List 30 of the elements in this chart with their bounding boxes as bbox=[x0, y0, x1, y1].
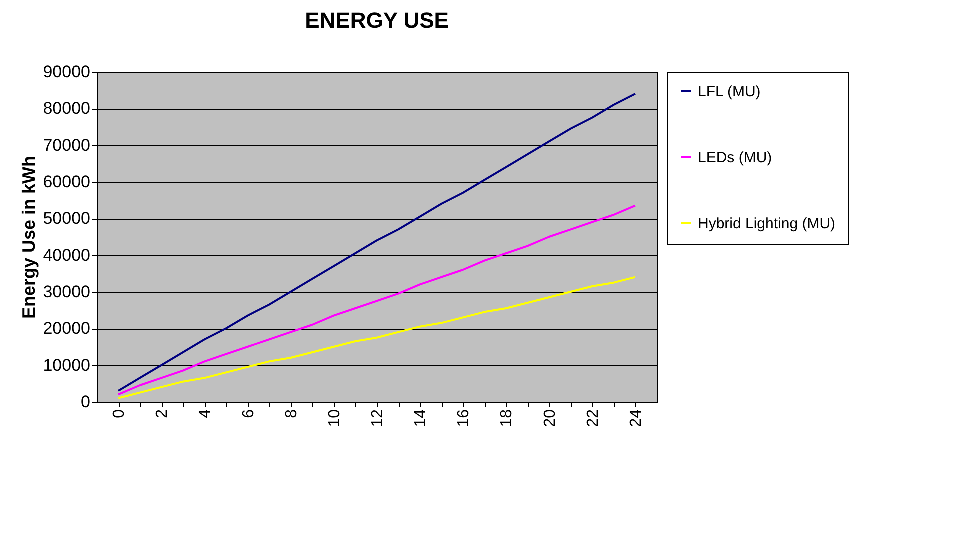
y-tick-label: 90000 bbox=[43, 62, 90, 82]
x-tick-label: 2 bbox=[154, 409, 172, 418]
x-tick-label: 4 bbox=[197, 409, 214, 418]
x-tick-label: 6 bbox=[240, 409, 258, 418]
y-tick-label: 10000 bbox=[43, 356, 90, 375]
y-axis-title: Energy Use in kWh bbox=[19, 156, 40, 320]
x-tick-label: 0 bbox=[111, 409, 128, 418]
y-tick-label: 60000 bbox=[43, 172, 90, 192]
x-tick-label: 20 bbox=[542, 409, 559, 428]
line-series bbox=[118, 204, 636, 396]
y-tick-label: 50000 bbox=[43, 209, 90, 228]
line-series bbox=[118, 276, 636, 400]
y-tick-label: 80000 bbox=[43, 99, 90, 118]
y-tick-label: 30000 bbox=[43, 282, 90, 302]
legend-label: Hybrid Lighting (MU) bbox=[698, 216, 836, 232]
x-tick-label: 10 bbox=[326, 409, 344, 428]
x-tick-label: 24 bbox=[628, 409, 645, 428]
x-tick-label: 14 bbox=[412, 409, 430, 428]
y-tick-label: 20000 bbox=[43, 319, 90, 338]
line-series bbox=[118, 93, 636, 392]
x-tick-label: 18 bbox=[498, 409, 516, 428]
x-tick-label: 16 bbox=[456, 409, 473, 428]
legend-label: LEDs (MU) bbox=[698, 150, 772, 166]
x-tick-label: 12 bbox=[370, 409, 386, 428]
x-tick-label: 22 bbox=[584, 409, 602, 428]
y-tick-label: 40000 bbox=[43, 246, 90, 265]
y-tick-label: 70000 bbox=[43, 136, 90, 155]
x-tick-label: 8 bbox=[283, 409, 300, 418]
chart-title: ENERGY USE bbox=[305, 8, 449, 33]
legend-label: LFL (MU) bbox=[698, 84, 761, 100]
